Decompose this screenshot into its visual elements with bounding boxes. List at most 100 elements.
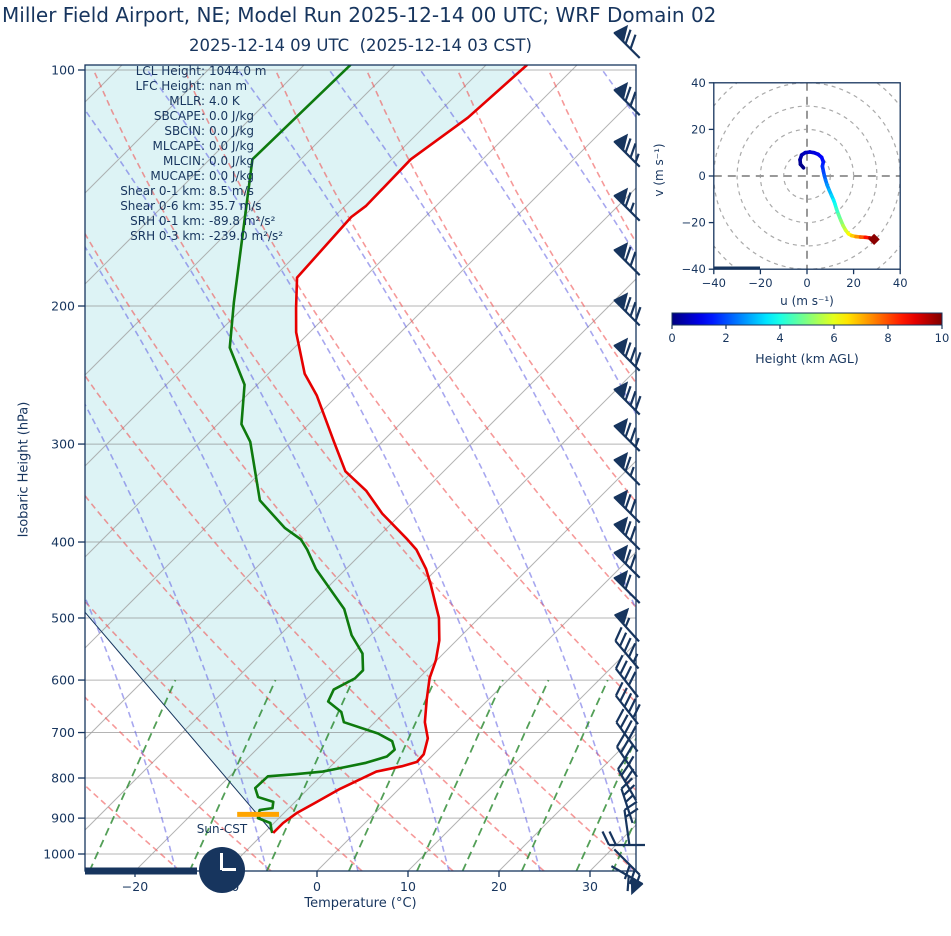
wind-barb <box>620 777 636 824</box>
y-tick-label: 600 <box>51 673 75 688</box>
stat-row: SRH 0-3 km: -239.0 m²/s² <box>55 229 283 244</box>
wind-barb <box>613 133 641 168</box>
clock-minute-hand <box>220 853 223 870</box>
hodograph-scale-bar <box>713 266 760 270</box>
wind-barb <box>613 381 642 416</box>
hodograph-x-axis-label: u (m s⁻¹) <box>780 294 834 308</box>
y-tick-label: 1000 <box>43 847 75 862</box>
clock-icon <box>199 847 245 893</box>
colorbar-tick-label: 10 <box>935 331 950 345</box>
dewpoint-curve <box>228 65 396 834</box>
stat-value: 0.0 J/kg <box>209 169 255 183</box>
stat-value: 0.0 J/kg <box>209 139 255 153</box>
y-tick-label: 200 <box>51 299 75 314</box>
y-tick-label: 400 <box>51 535 75 550</box>
wind-barb <box>613 187 641 222</box>
wind-barb <box>614 681 641 725</box>
stat-row: Shear 0-1 km: 8.5 m/s <box>55 184 283 199</box>
stat-row: MUCAPE: 0.0 J/kg <box>55 169 283 184</box>
x-tick-label: 0 <box>313 879 321 894</box>
hodograph-u-tick-label: −40 <box>702 276 726 290</box>
wind-barb <box>613 489 641 524</box>
x-axis-label: Temperature (°C) <box>304 896 417 911</box>
stat-label: MLLR: <box>169 94 205 108</box>
wind-barb <box>614 607 640 643</box>
colorbar-tick-label: 8 <box>884 331 891 345</box>
stat-label: SRH 0-3 km: <box>130 229 205 243</box>
stat-label: MLCAPE: <box>152 139 206 153</box>
wind-barb <box>613 242 641 276</box>
wind-barb <box>613 451 641 486</box>
hodograph-u-tick-label: −20 <box>748 276 772 290</box>
stat-row: Shear 0-6 km: 35.7 m/s <box>55 199 283 214</box>
wind-barb <box>615 708 639 753</box>
page-title: Miller Field Airport, NE; Model Run 2025… <box>2 3 717 27</box>
stat-label: SRH 0-1 km: <box>130 214 205 228</box>
hodograph-u-tick-label: 40 <box>893 276 908 290</box>
wind-barb <box>614 626 640 670</box>
y-tick-label: 800 <box>51 771 75 786</box>
wind-barb <box>613 337 642 372</box>
stat-value: 1044.0 m <box>209 64 267 78</box>
cin-shading <box>85 65 527 833</box>
temperature-curve <box>272 65 528 834</box>
sun-indicator-label: Sun-CST <box>196 822 248 836</box>
night-indicator-bar <box>85 867 197 875</box>
wind-barb <box>601 831 645 847</box>
wind-barb <box>613 544 641 579</box>
stat-label: SBCAPE: <box>153 109 205 123</box>
stat-row: SBCIN: 0.0 J/kg <box>55 124 283 139</box>
hodograph-u-tick-label: 20 <box>846 276 861 290</box>
wind-barb <box>613 82 641 116</box>
wind-barb <box>613 516 641 551</box>
colorbar-tick-label: 4 <box>776 331 783 345</box>
wind-barb <box>615 733 638 778</box>
colorbar-tick-label: 2 <box>722 331 729 345</box>
x-tick-label: 30 <box>582 879 598 894</box>
y-tick-label: 500 <box>51 610 75 625</box>
y-tick-label: 100 <box>51 63 75 78</box>
hodograph-v-tick-label: 40 <box>691 76 706 90</box>
hodograph-y-axis-label: v (m s⁻¹) <box>652 143 666 197</box>
height-colorbar <box>671 312 943 326</box>
stat-value: 0.0 J/kg <box>209 109 255 123</box>
skewt-plot-area <box>85 65 636 871</box>
stat-row: SRH 0-1 km: -89.8 m²/s² <box>55 214 283 229</box>
wind-barb <box>613 292 642 327</box>
y-tick-label: 900 <box>51 811 75 826</box>
parcel-profile-line <box>85 611 274 834</box>
x-tick-label: −20 <box>122 879 148 894</box>
stat-label: SBCIN: <box>164 124 205 138</box>
y-tick-label: 700 <box>51 725 75 740</box>
hodograph-plot-area <box>713 82 901 270</box>
wind-barb <box>623 800 639 846</box>
hodograph-trace <box>798 150 876 241</box>
stat-label: MLCIN: <box>163 154 205 168</box>
stat-value: 35.7 m/s <box>209 199 262 213</box>
y-axis-label: Isobaric Height (hPa) <box>16 401 32 538</box>
stat-value: nan m <box>209 79 248 93</box>
clock-hour-hand <box>222 868 236 871</box>
stat-label: MUCAPE: <box>150 169 205 183</box>
stat-value: -239.0 m²/s² <box>209 229 284 243</box>
stat-label: Shear 0-1 km: <box>120 184 205 198</box>
x-tick-label: 10 <box>400 879 416 894</box>
stat-value: 0.0 J/kg <box>209 154 255 168</box>
stat-label: LFC Height: <box>135 79 206 93</box>
stat-value: -89.8 m²/s² <box>209 214 276 228</box>
stat-value: 8.5 m/s <box>209 184 254 198</box>
stat-label: Shear 0-6 km: <box>120 199 205 213</box>
stat-row: SBCAPE: 0.0 J/kg <box>55 109 283 124</box>
stat-row: MLLR: 4.0 K <box>55 94 283 109</box>
hodograph-v-tick-label: 20 <box>691 122 706 136</box>
hodograph-u-tick-label: 0 <box>803 276 810 290</box>
wind-barb <box>614 654 639 698</box>
stat-value: 4.0 K <box>209 94 240 108</box>
wind-barb-column <box>601 24 645 896</box>
stat-row: LCL Height: 1044.0 m <box>55 64 283 79</box>
colorbar-label: Height (km AGL) <box>755 351 859 366</box>
stats-box: LCL Height: 1044.0 m LFC Height: nan m MLLR:… <box>55 64 283 244</box>
y-tick-label: 300 <box>51 437 75 452</box>
